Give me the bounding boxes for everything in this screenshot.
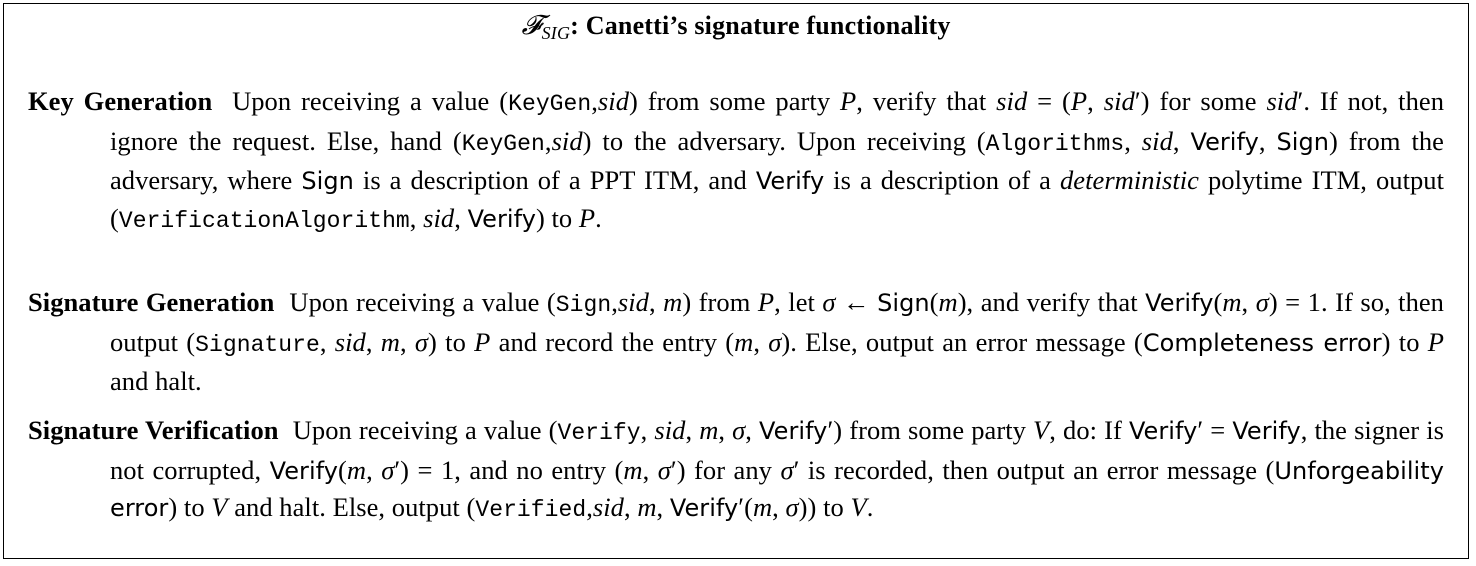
item-heading: Key Generation [28,86,213,116]
functionality-subscript: SIG [541,23,571,43]
functionality-symbol: 𝓕 [521,10,542,40]
item-body: Upon receiving a value (Verify, sid, m, … [110,415,1444,523]
item-signature-verification: Signature Verification Upon receiving a … [28,412,1444,529]
functionality-title: 𝓕SIG: Canetti’s signature functionality [4,10,1468,44]
functionality-title-text: : Canetti’s signature functionality [570,11,951,40]
functionality-box: 𝓕SIG: Canetti’s signature functionality … [3,3,1469,559]
item-signature-generation: Signature Generation Upon receiving a va… [28,284,1444,400]
item-key-generation: Key Generation Upon receiving a value (K… [28,83,1444,239]
item-heading: Signature Verification [28,415,279,445]
item-body: Upon receiving a value (Sign,sid, m) fro… [110,287,1445,396]
item-body: Upon receiving a value (KeyGen,sid) from… [110,86,1444,234]
item-heading: Signature Generation [28,287,275,317]
